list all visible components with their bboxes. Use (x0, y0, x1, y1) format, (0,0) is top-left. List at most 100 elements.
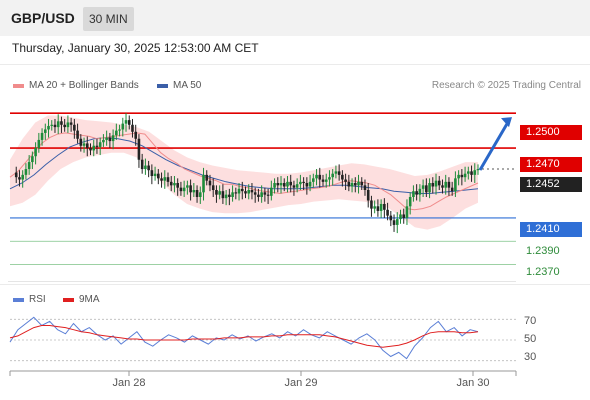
candle-body (460, 174, 464, 178)
candle-body (60, 121, 63, 125)
candle-body (383, 203, 386, 210)
candle-body (321, 179, 325, 182)
candle-body (47, 125, 50, 130)
candle-body (341, 174, 344, 180)
candle-body (50, 124, 54, 126)
candle-body (476, 169, 480, 171)
candle-body (118, 129, 121, 131)
candle-body (247, 190, 251, 194)
candle-body (73, 124, 76, 131)
candle-body (89, 148, 92, 151)
candle-body (92, 145, 96, 151)
legend-label-ma50: MA 50 (173, 80, 202, 91)
copyright-text: Research © 2025 Trading Central (431, 80, 581, 91)
candle-body (350, 183, 354, 187)
candle-body (402, 214, 406, 218)
candle-body (470, 171, 473, 175)
candle-body (366, 190, 370, 201)
candle-body (98, 142, 102, 147)
candle-body (260, 192, 263, 197)
candle-body (334, 171, 338, 174)
candle-body (389, 215, 393, 221)
candle-body (69, 122, 73, 125)
candle-body (376, 206, 380, 211)
candle-body (137, 138, 141, 160)
candle-body (63, 124, 66, 128)
candle-body (441, 185, 444, 188)
candle-body (21, 174, 24, 180)
candle-body (370, 200, 373, 209)
candle-body (221, 191, 225, 199)
candle-body (289, 181, 293, 186)
candle-body (237, 188, 241, 194)
level-label-current-price: 1.2452 (520, 177, 582, 192)
rsi-tick-30: 30 (524, 351, 537, 363)
legend-swatch-ma20 (13, 83, 24, 88)
candle-body (202, 174, 205, 193)
candle-body (373, 206, 376, 209)
candle-body (467, 171, 470, 174)
candle-body (454, 178, 457, 192)
candle-body (273, 183, 276, 188)
candle-body (95, 145, 99, 147)
candle-body (163, 177, 167, 181)
candle-body (353, 183, 357, 186)
candle-body (150, 170, 154, 177)
candle-body (428, 183, 431, 193)
candle-body (360, 181, 364, 186)
candle-body (215, 190, 218, 195)
legend-label-rsi: RSI (29, 294, 46, 305)
candle-body (153, 173, 157, 177)
x-tick-jan30: Jan 30 (456, 377, 490, 389)
candle-body (308, 181, 312, 187)
candle-body (124, 120, 128, 124)
candle-body (270, 187, 273, 196)
candle-body (189, 185, 192, 193)
candle-body (444, 181, 448, 188)
legend-ma50: MA 50 (157, 80, 201, 91)
candle-body (363, 185, 367, 190)
candle-body (386, 209, 389, 216)
candle-body (305, 183, 309, 187)
candle-body (447, 181, 451, 188)
candle-body (79, 138, 83, 146)
candle-body (302, 181, 305, 184)
candle-body (18, 177, 21, 180)
legend-label-ma20: MA 20 + Bollinger Bands (29, 80, 139, 91)
candle-body (292, 185, 296, 188)
header-divider (0, 64, 590, 65)
timeframe-button[interactable]: 30 MIN (83, 7, 134, 31)
candle-body (211, 185, 215, 190)
level-label-1-2470: 1.2470 (520, 157, 582, 172)
candle-body (282, 183, 286, 187)
candle-body (253, 192, 257, 195)
candle-body (66, 122, 70, 128)
candle-body (331, 173, 334, 178)
candle-body (244, 191, 247, 194)
panel-divider (0, 284, 590, 285)
candle-body (312, 178, 315, 182)
candle-body (231, 192, 234, 197)
candle-body (85, 143, 89, 149)
header-bar: GBP/USD 30 MIN (0, 0, 590, 36)
x-tick-jan29: Jan 29 (284, 377, 318, 389)
legend-rsi: RSI (13, 294, 46, 305)
candle-body (405, 206, 409, 218)
chart-timestamp: Thursday, January 30, 2025 12:53:00 AM C… (12, 41, 259, 55)
candle-body (250, 190, 254, 193)
level-label-1-2370: 1.2370 (526, 266, 560, 278)
candle-body (111, 135, 115, 142)
candle-body (408, 196, 412, 207)
candle-body (266, 194, 270, 196)
candle-body (299, 181, 302, 185)
candle-body (24, 169, 28, 175)
candle-body (450, 187, 454, 192)
candle-body (295, 184, 299, 188)
rsi-tick-50: 50 (524, 333, 537, 345)
candle-body (115, 130, 118, 136)
candle-body (337, 171, 341, 175)
candle-body (205, 174, 209, 181)
candle-body (105, 137, 108, 140)
candle-body (425, 185, 428, 193)
